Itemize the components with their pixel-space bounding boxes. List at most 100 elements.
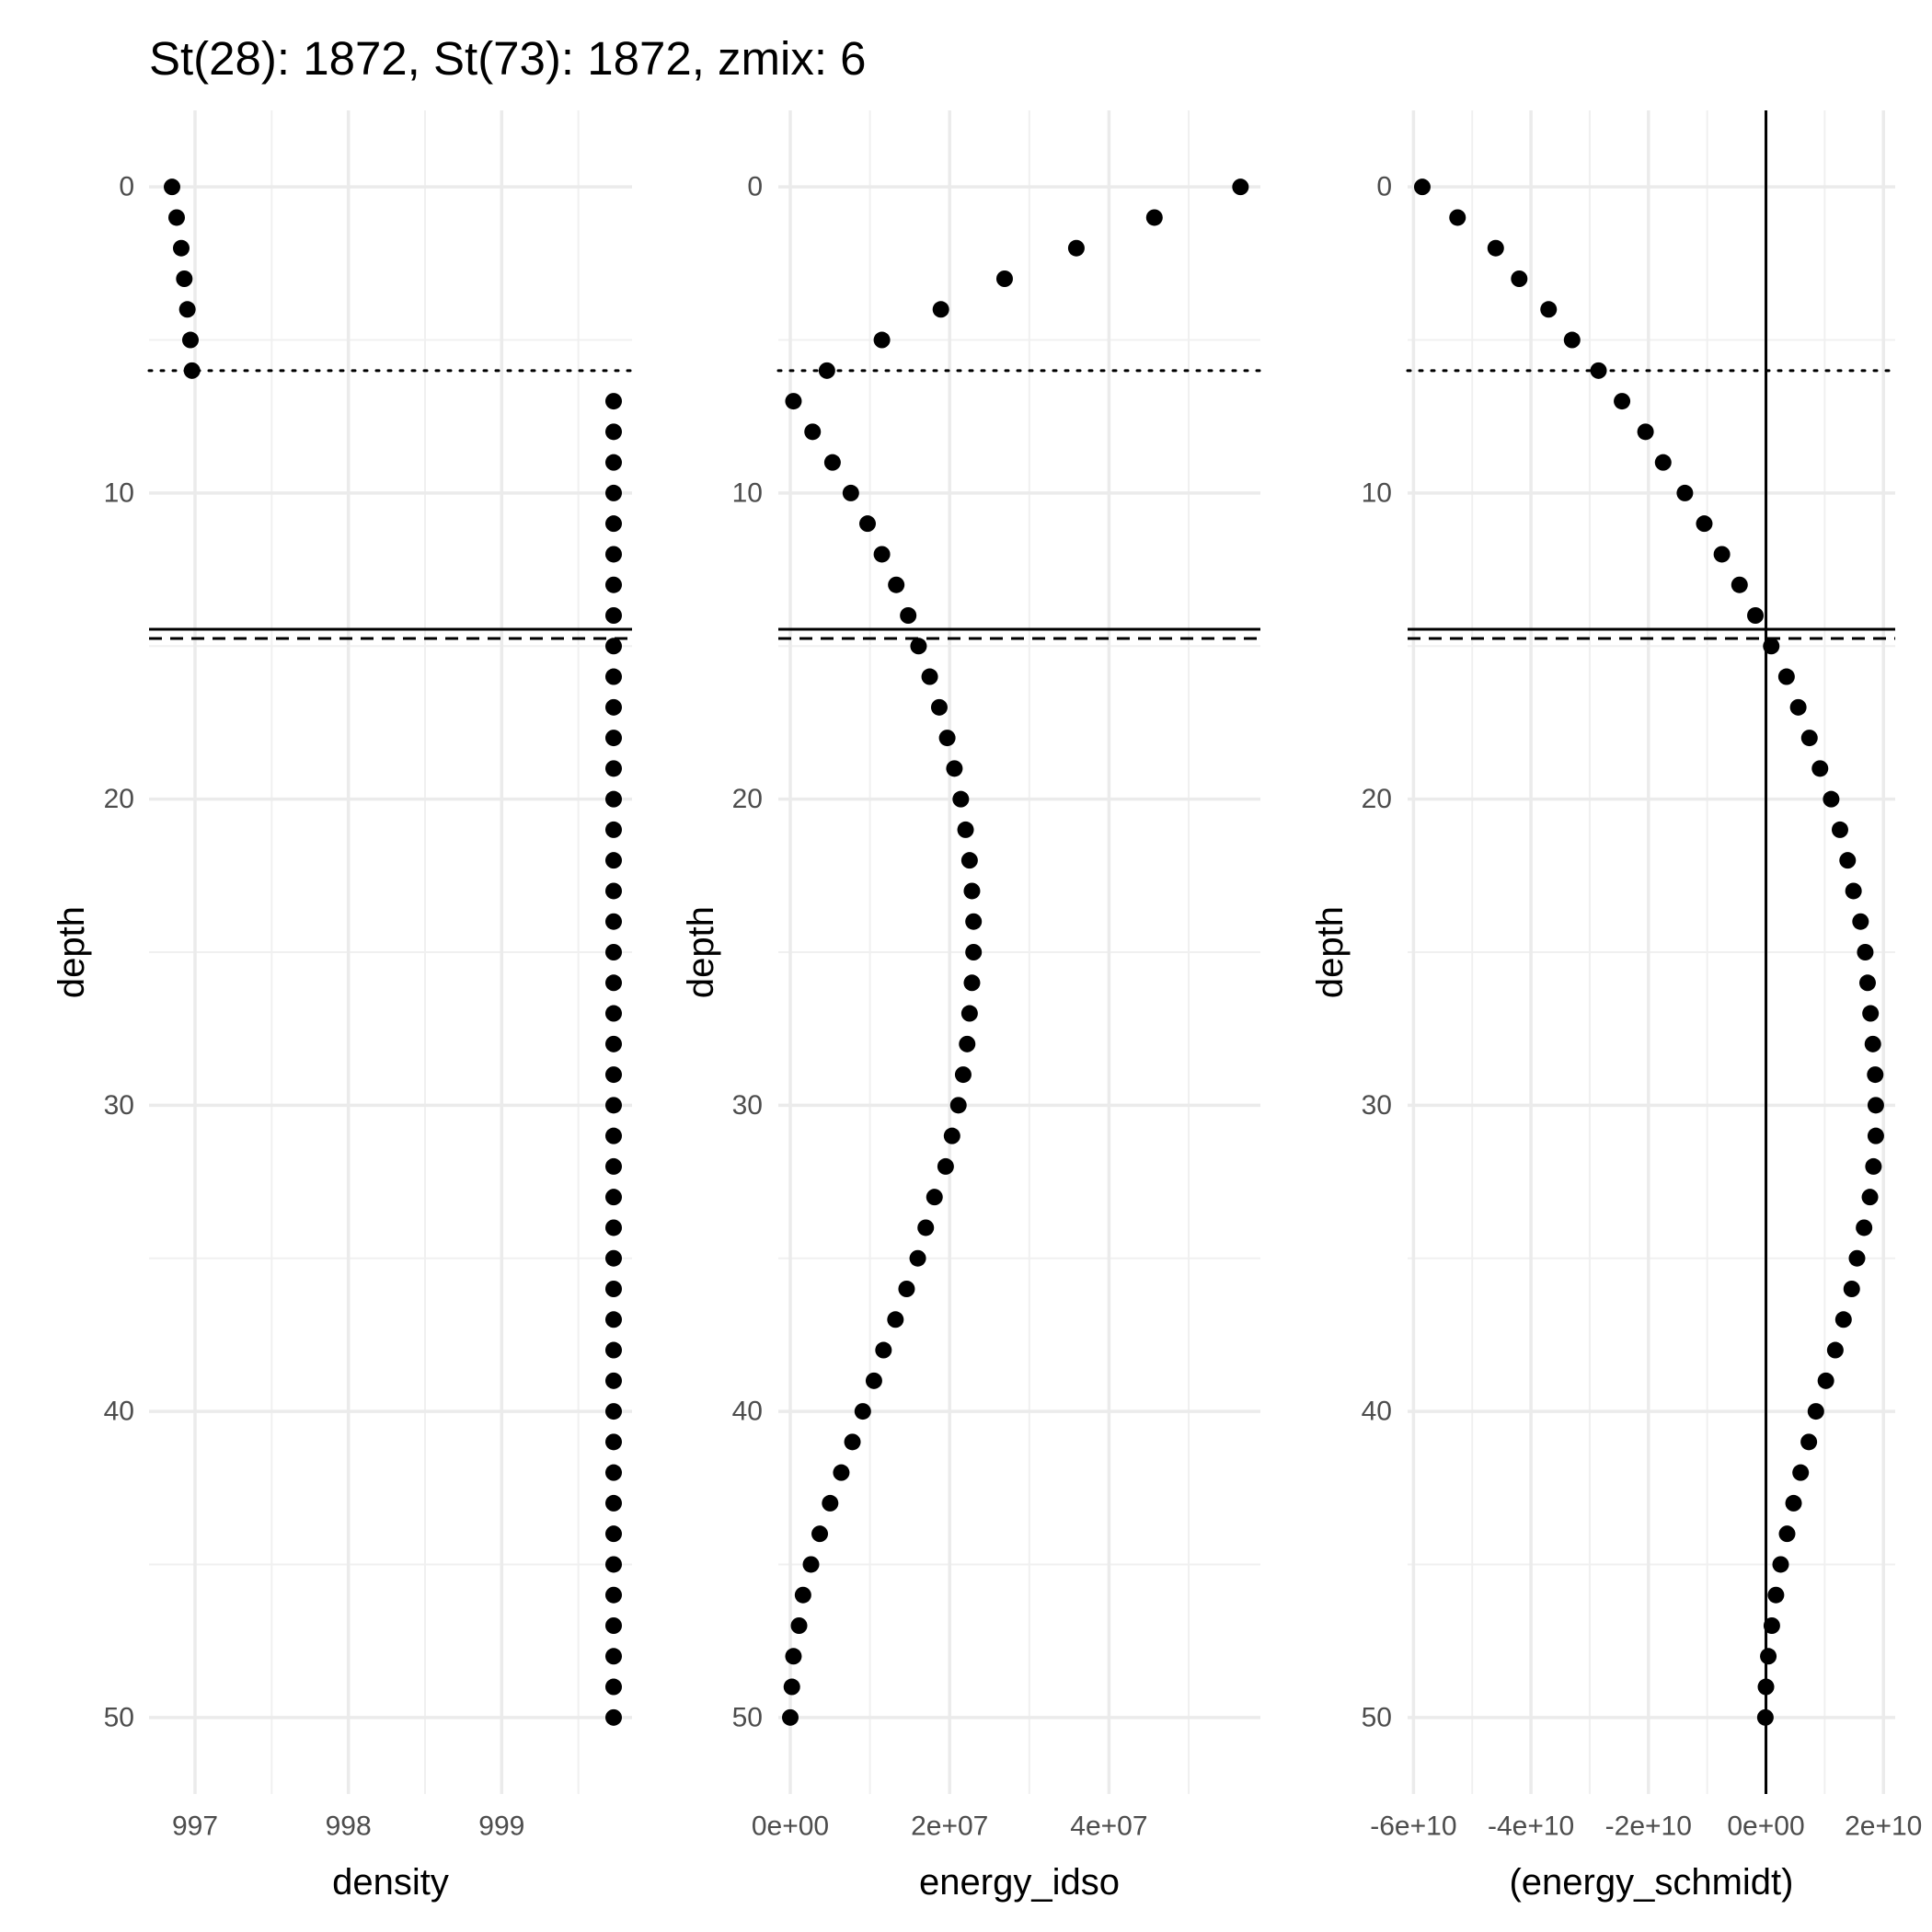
data-point (965, 944, 983, 960)
data-point (1861, 1189, 1879, 1206)
data-point (930, 698, 948, 716)
data-point (1413, 178, 1431, 196)
data-point (1856, 1219, 1873, 1236)
data-point (1800, 730, 1818, 747)
data-point (605, 790, 622, 808)
data-point (164, 178, 180, 196)
data-point (957, 821, 974, 838)
data-point (854, 1403, 871, 1420)
data-point (1696, 515, 1713, 533)
data-point (1747, 607, 1765, 624)
data-point (917, 1219, 935, 1236)
data-point (1563, 331, 1581, 349)
data-point (1831, 821, 1848, 838)
data-point (605, 1097, 622, 1114)
x-tick-label: 0e+00 (752, 1811, 829, 1842)
data-point (605, 668, 622, 685)
data-point (1817, 1372, 1834, 1389)
data-point (938, 730, 956, 747)
y-tick-label: 10 (732, 477, 763, 508)
data-point (605, 546, 622, 563)
y-tick-label: 10 (104, 477, 134, 508)
data-point (173, 239, 190, 257)
y-axis-label: depth (681, 906, 721, 998)
data-point (605, 1281, 622, 1297)
data-point (1590, 362, 1607, 379)
y-tick-label: 0 (1376, 172, 1392, 202)
data-point (1848, 1249, 1866, 1267)
y-tick-label: 20 (732, 784, 763, 814)
data-point (1792, 1464, 1810, 1481)
y-tick-label: 40 (732, 1397, 763, 1427)
data-point (605, 1219, 622, 1236)
panel-density: 0 10 20 30 40 50 997 998 999 density depth (52, 110, 634, 1903)
data-point (605, 1464, 622, 1481)
data-point (1823, 790, 1840, 808)
reference-lines (147, 369, 634, 640)
data-point (1449, 209, 1466, 226)
y-tick-label: 20 (104, 784, 134, 814)
y-tick-label: 50 (104, 1702, 134, 1732)
data-point (605, 882, 622, 900)
data-point (605, 1249, 622, 1267)
data-point (1637, 423, 1654, 441)
data-point (963, 974, 981, 992)
x-tick-label: 2e+10 (1845, 1811, 1922, 1842)
x-tick-label: 2e+07 (911, 1811, 988, 1842)
data-point (1778, 1525, 1796, 1543)
data-point (1862, 1005, 1880, 1022)
data-point (1867, 1127, 1884, 1144)
y-tick-label: 30 (104, 1090, 134, 1121)
data-point (1540, 301, 1558, 318)
data-point (965, 913, 983, 930)
data-point (605, 1586, 622, 1604)
data-point (182, 331, 199, 349)
data-point (1865, 1157, 1882, 1175)
data-point (605, 638, 622, 655)
y-tick-label: 30 (732, 1090, 763, 1121)
data-point (949, 1097, 967, 1114)
y-tick-label: 20 (1362, 784, 1392, 814)
data-point (1858, 974, 1876, 992)
data-point (1614, 393, 1631, 410)
data-point (802, 1556, 820, 1573)
data-point (926, 1189, 943, 1206)
data-point (605, 484, 622, 501)
y-tick-label: 40 (104, 1397, 134, 1427)
data-point (1145, 209, 1163, 226)
data-point (1843, 1281, 1860, 1297)
x-tick-label: -4e+10 (1488, 1811, 1574, 1842)
data-point (960, 1005, 978, 1022)
y-tick-labels: 0 10 20 30 40 50 (1362, 172, 1392, 1733)
grid (1408, 110, 1895, 1794)
data-point (794, 1586, 811, 1604)
data-point (910, 638, 927, 655)
x-axis-label: density (332, 1862, 449, 1903)
data-point (605, 607, 622, 624)
data-point (1511, 270, 1528, 287)
data-point (1763, 638, 1780, 655)
data-point (605, 393, 622, 410)
data-point (605, 1648, 622, 1665)
data-point (605, 698, 622, 716)
data-point (785, 1648, 802, 1665)
data-point (844, 1433, 861, 1451)
data-point (605, 1617, 622, 1634)
data-point (605, 1189, 622, 1206)
grid (149, 110, 632, 1794)
data-point (1487, 239, 1504, 257)
data-point (1763, 1617, 1780, 1634)
panel-energy-schmidt: 0 10 20 30 40 50 -6e+10 -4e+10 -2e+10 0e+00 2e+10 (… (1310, 110, 1922, 1903)
data-point (790, 1617, 808, 1634)
data-point (605, 1035, 622, 1052)
data-point (605, 1066, 622, 1084)
data-point (952, 790, 970, 808)
data-point (605, 760, 622, 777)
x-axis-label: (energy_schmidt) (1509, 1862, 1793, 1903)
data-point (1713, 546, 1731, 563)
reference-lines (776, 369, 1262, 640)
data-point (804, 423, 822, 441)
data-point (1731, 576, 1748, 593)
data-point (963, 882, 981, 900)
